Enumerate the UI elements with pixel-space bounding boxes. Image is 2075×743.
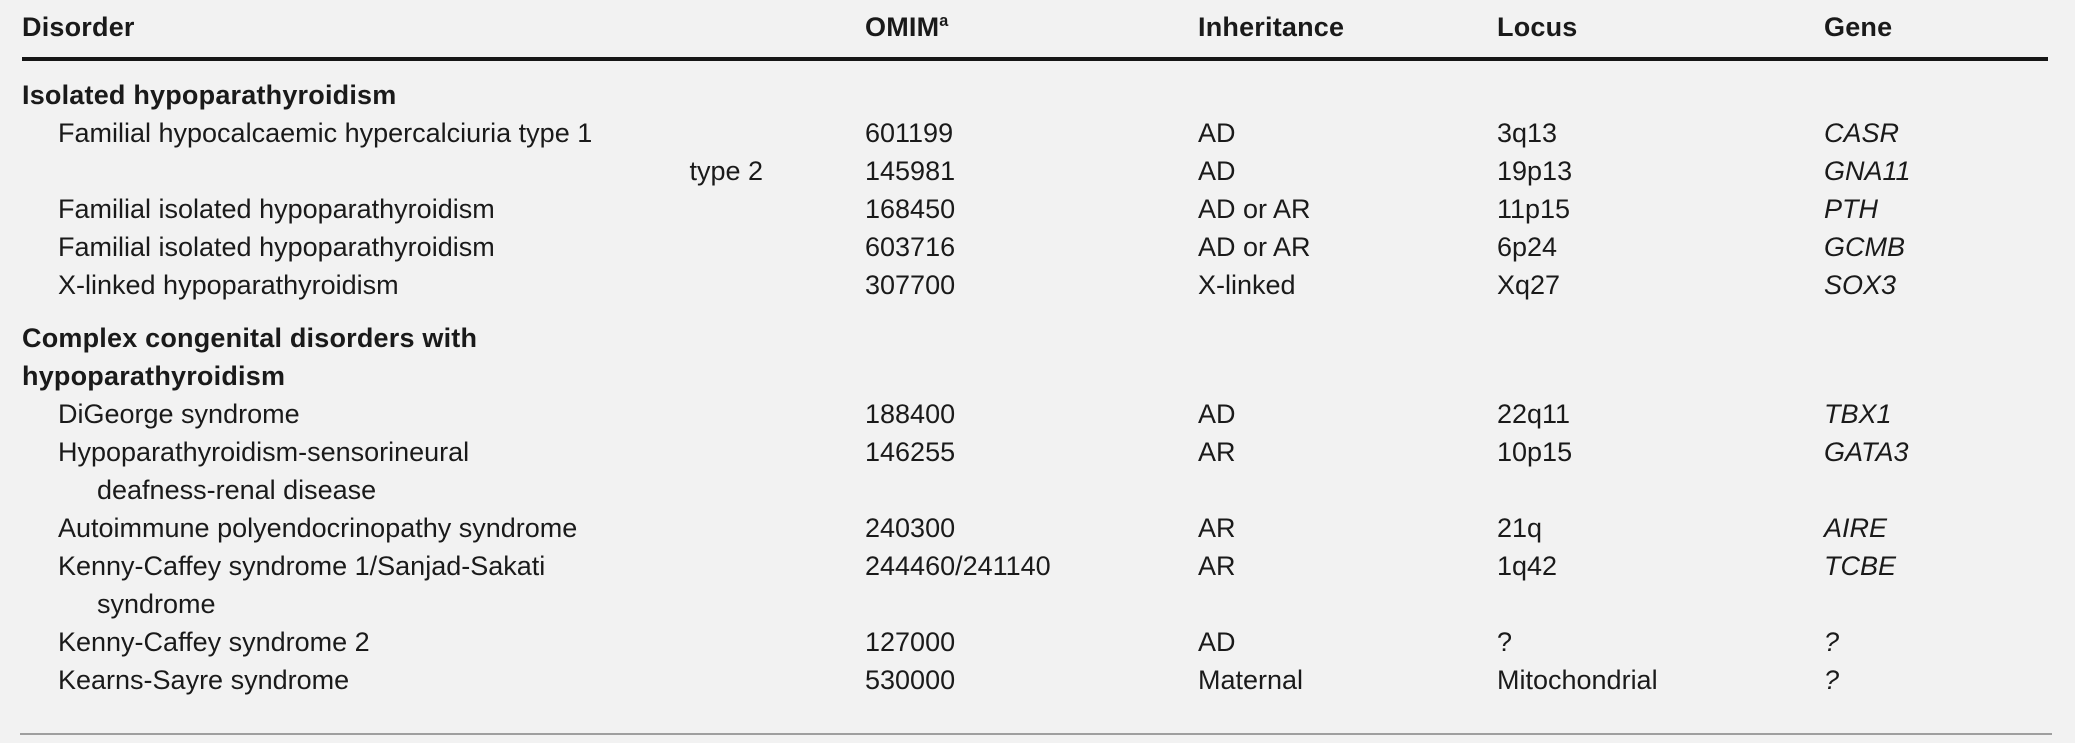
disorders-table: Disorder OMIMa Inheritance Locus Gene Is… [22, 8, 2048, 699]
disorder-text: Familial hypocalcaemic hypercalciuria ty… [58, 118, 593, 148]
disorder-cell: Familial hypocalcaemic hypercalciuria ty… [22, 114, 865, 152]
inheritance-cell: AD or AR [1198, 194, 1311, 224]
table-body: Isolated hypoparathyroidism Familial hypo… [22, 76, 2048, 699]
locus-cell: 11p15 [1497, 194, 1571, 224]
locus-cell: Mitochondrial [1497, 665, 1658, 695]
section-header-line: Isolated hypoparathyroidism [22, 80, 397, 110]
column-header-omim: OMIMa [865, 10, 1198, 44]
inheritance-cell: AD [1198, 627, 1236, 657]
section-header-line: Complex congenital disorders with [22, 323, 478, 353]
column-header-disorder: Disorder [22, 12, 135, 42]
bottom-rule [20, 733, 2052, 735]
disorder-cell: Kenny-Caffey syndrome 1/Sanjad-Sakati syn… [22, 547, 865, 623]
omim-cell: 168450 [865, 194, 956, 224]
inheritance-cell: AD [1198, 156, 1236, 186]
disorder-cell: Kearns-Sayre syndrome [22, 661, 865, 699]
omim-label: OMIM [865, 12, 940, 42]
gene-cell: GATA3 [1824, 437, 1909, 467]
column-header-gene: Gene [1824, 12, 1893, 42]
gene-cell: ? [1824, 665, 1840, 695]
disorder-cell: Familial isolated hypoparathyroidism [22, 228, 865, 266]
locus-cell: 10p15 [1497, 437, 1573, 467]
column-header-inheritance: Inheritance [1198, 12, 1345, 42]
inheritance-cell: AD or AR [1198, 232, 1311, 262]
table-row: type 2 145981 AD 19p13 GNA11 [22, 152, 2048, 190]
disorder-cell: Familial isolated hypoparathyroidism [22, 190, 865, 228]
disorder-cell: DiGeorge syndrome [22, 395, 865, 433]
table-row: Familial hypocalcaemic hypercalciuria ty… [22, 114, 2048, 152]
column-header-locus: Locus [1497, 12, 1578, 42]
gene-cell: GCMB [1824, 232, 1905, 262]
omim-footnote-marker: a [939, 12, 949, 30]
section-header: Complex congenital disorders with hypopar… [22, 319, 622, 395]
table-header-row: Disorder OMIMa Inheritance Locus Gene [22, 8, 2048, 57]
locus-cell: 19p13 [1497, 156, 1573, 186]
gene-cell: ? [1824, 627, 1840, 657]
gene-cell: PTH [1824, 194, 1878, 224]
table-row: Hypoparathyroidism-sensorineural deafness… [22, 433, 2048, 509]
inheritance-cell: AR [1198, 437, 1236, 467]
disorder-text-wrap: syndrome [97, 589, 216, 619]
inheritance-cell: X-linked [1198, 270, 1296, 300]
inheritance-cell: AD [1198, 399, 1236, 429]
omim-cell: 601199 [865, 118, 954, 148]
table-row: Autoimmune polyendocrinopathy syndrome 24… [22, 509, 2048, 547]
gene-cell: GNA11 [1824, 156, 1911, 186]
gene-cell: AIRE [1824, 513, 1888, 543]
gene-cell: CASR [1824, 118, 1900, 148]
disorder-text: X-linked hypoparathyroidism [58, 270, 399, 300]
omim-cell: 127000 [865, 627, 956, 657]
omim-cell: 188400 [865, 399, 956, 429]
gene-cell: TCBE [1824, 551, 1897, 581]
locus-cell: 21q [1497, 513, 1543, 543]
inheritance-cell: AD [1198, 118, 1236, 148]
section-header: Isolated hypoparathyroidism [22, 76, 622, 114]
inheritance-cell: AR [1198, 513, 1236, 543]
table-row: Kenny-Caffey syndrome 2 127000 AD?? [22, 623, 2048, 661]
omim-cell: 240300 [865, 513, 956, 543]
disorder-text: Kenny-Caffey syndrome 2 [58, 627, 370, 657]
locus-cell: 1q42 [1497, 551, 1558, 581]
locus-cell: 3q13 [1497, 118, 1558, 148]
disorder-text: Familial isolated hypoparathyroidism [58, 232, 495, 262]
disorder-cell: Hypoparathyroidism-sensorineural deafness… [22, 433, 865, 509]
section-header-line: hypoparathyroidism [22, 361, 286, 391]
locus-cell: ? [1497, 627, 1513, 657]
locus-cell: 22q11 [1497, 399, 1571, 429]
omim-cell: 145981 [865, 156, 956, 186]
locus-cell: Xq27 [1497, 270, 1561, 300]
table-row: DiGeorge syndrome 188400 AD 22q11 TBX1 [22, 395, 2048, 433]
disorder-cell: Autoimmune polyendocrinopathy syndrome [22, 509, 865, 547]
disorder-cell: type 2 [22, 152, 865, 190]
disorder-cell: Kenny-Caffey syndrome 2 [22, 623, 865, 661]
disorder-text: Autoimmune polyendocrinopathy syndrome [58, 513, 578, 543]
header-rule [22, 57, 2048, 61]
locus-cell: 6p24 [1497, 232, 1558, 262]
omim-cell: 307700 [865, 270, 956, 300]
gene-cell: SOX3 [1824, 270, 1897, 300]
disorder-text: Hypoparathyroidism-sensorineural [58, 437, 470, 467]
omim-cell: 146255 [865, 437, 956, 467]
disorder-cell: X-linked hypoparathyroidism [22, 266, 865, 304]
table-row: Kenny-Caffey syndrome 1/Sanjad-Sakati syn… [22, 547, 2048, 623]
disorder-text: Kenny-Caffey syndrome 1/Sanjad-Sakati [58, 551, 546, 581]
disorder-text: DiGeorge syndrome [58, 399, 300, 429]
omim-cell: 244460/241140 [865, 551, 1051, 581]
gene-cell: TBX1 [1824, 399, 1892, 429]
omim-cell: 603716 [865, 232, 956, 262]
disorder-text: Familial isolated hypoparathyroidism [58, 194, 495, 224]
disorder-text-wrap: deafness-renal disease [97, 475, 377, 505]
omim-cell: 530000 [865, 665, 956, 695]
inheritance-cell: Maternal [1198, 665, 1304, 695]
disorder-text: type 2 [689, 156, 763, 186]
table-row: Kearns-Sayre syndrome 530000 Maternal Mitoc… [22, 661, 2048, 699]
table-row: Familial isolated hypoparathyroidism 1684… [22, 190, 2048, 228]
disorder-text: Kearns-Sayre syndrome [58, 665, 350, 695]
table-row: Familial isolated hypoparathyroidism 6037… [22, 228, 2048, 266]
table-row: X-linked hypoparathyroidism 307700 X-linke… [22, 266, 2048, 304]
inheritance-cell: AR [1198, 551, 1236, 581]
